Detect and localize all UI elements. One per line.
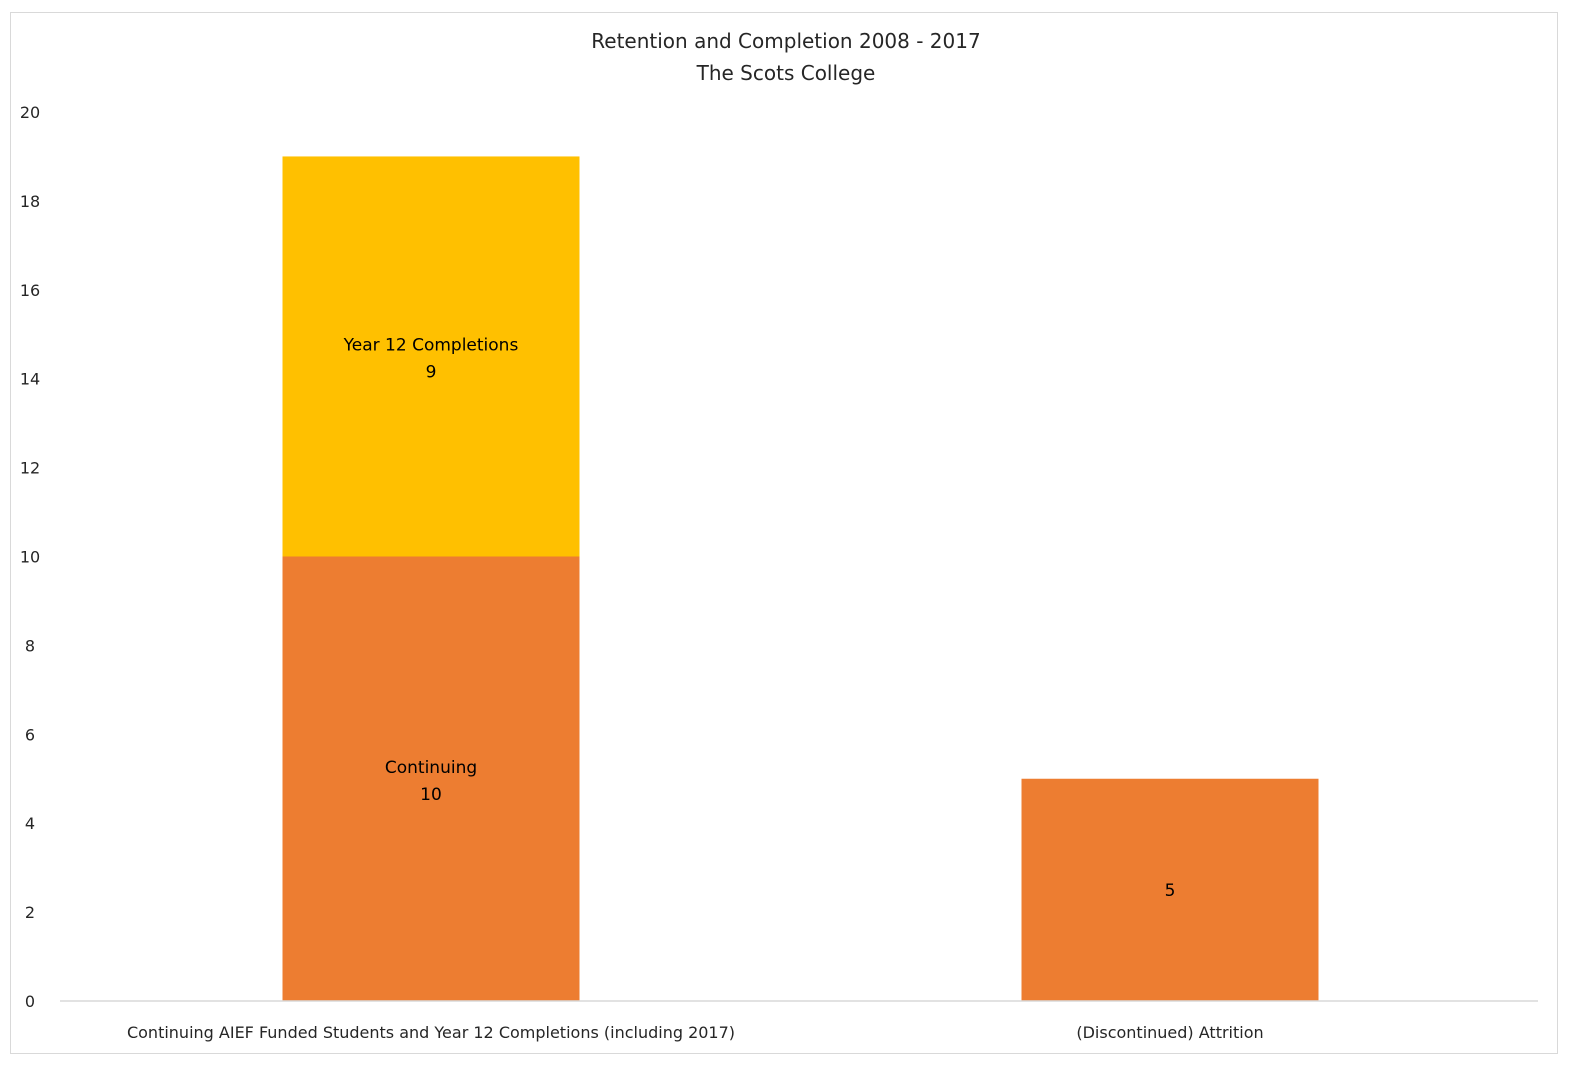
bars: Continuing 10 Year 12 Completions 9 5: [282, 156, 1319, 1001]
y-tick-label: 18: [20, 192, 40, 211]
x-category-label: (Discontinued) Attrition: [1076, 1023, 1263, 1042]
y-tick-label: 0: [25, 992, 35, 1011]
bar-data-label: 10: [420, 785, 442, 805]
bar-data-label: 5: [1165, 881, 1176, 901]
bar-segment: [282, 556, 580, 1001]
y-tick-label: 12: [20, 459, 40, 478]
y-axis-ticks: 0 2 4 6 8 10 12 14 16 18 20: [20, 103, 40, 1011]
y-tick-label: 8: [25, 636, 35, 655]
bar-segment: [1021, 778, 1319, 1001]
bar-segment: [282, 156, 580, 557]
x-category-label: Continuing AIEF Funded Students and Year…: [127, 1023, 735, 1042]
y-tick-label: 16: [20, 281, 40, 300]
bar-segment-label: Year 12 Completions: [343, 335, 519, 355]
y-tick-label: 10: [20, 548, 40, 567]
bar-segment-label: Continuing: [385, 758, 477, 778]
y-tick-label: 14: [20, 370, 40, 389]
y-tick-label: 20: [20, 103, 40, 122]
chart-subtitle: The Scots College: [696, 61, 876, 85]
y-tick-label: 2: [25, 903, 35, 922]
bar-data-label: 9: [426, 362, 437, 382]
y-tick-label: 6: [25, 725, 35, 744]
y-tick-label: 4: [25, 814, 35, 833]
chart-title: Retention and Completion 2008 - 2017: [591, 29, 980, 53]
x-axis-categories: Continuing AIEF Funded Students and Year…: [127, 1023, 1264, 1042]
